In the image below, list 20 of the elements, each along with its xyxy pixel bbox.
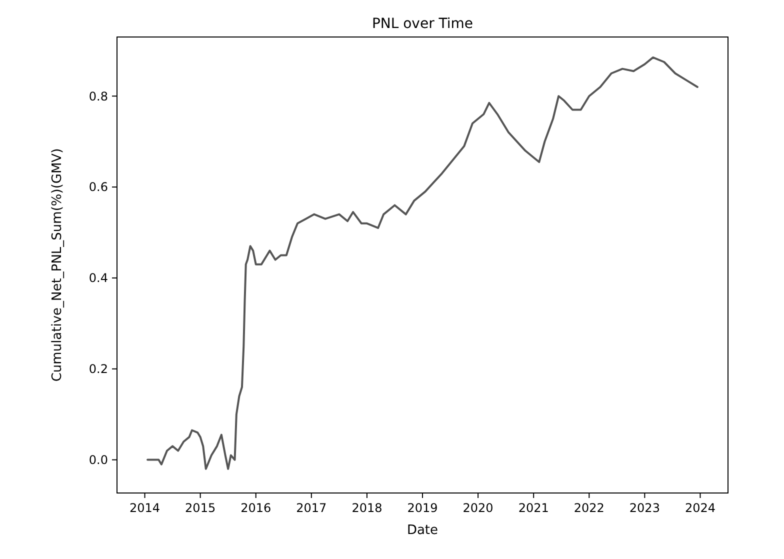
x-tick-label: 2014 [130, 501, 160, 515]
y-axis-title: Cumulative_Net_PNL_Sum(%)(GMV) [50, 148, 65, 382]
x-tick-label: 2017 [296, 501, 327, 515]
x-tick-label: 2019 [407, 501, 438, 515]
x-tick-label: 2016 [240, 501, 272, 515]
x-tick-label: 2022 [574, 501, 604, 515]
line-series [146, 56, 698, 470]
x-tick-label: 2021 [518, 501, 549, 515]
x-tick-label: 2023 [629, 501, 660, 515]
x-tick-label: 2024 [684, 501, 716, 515]
y-tick-label: 0.4 [88, 271, 108, 286]
x-tick-label: 2020 [462, 501, 494, 515]
y-tick-label: 0.8 [88, 89, 108, 104]
y-tick-label: 0.6 [88, 180, 108, 194]
x-tick-label: 2018 [352, 501, 382, 515]
x-axis-title: Date [406, 523, 438, 538]
chart-title: PNL over Time [372, 16, 474, 32]
y-tick-label: 0.0 [88, 453, 108, 468]
x-tick-label: 2015 [185, 501, 216, 515]
y-tick-label: 0.2 [88, 362, 108, 376]
